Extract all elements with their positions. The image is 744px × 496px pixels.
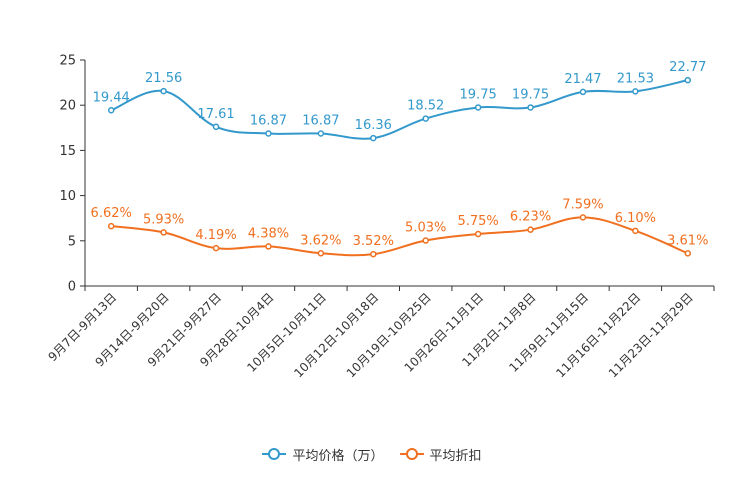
data-point-price[interactable]	[684, 76, 692, 84]
data-label-discount: 5.75%	[457, 214, 498, 229]
y-tick-label: 10	[59, 189, 76, 204]
data-label-discount: 3.61%	[667, 233, 708, 248]
data-label-discount: 7.59%	[562, 197, 603, 212]
data-point-discount[interactable]	[527, 226, 534, 233]
legend-line-icon-discount	[399, 448, 424, 460]
legend-line-icon-price	[262, 448, 287, 460]
data-point-discount[interactable]	[422, 237, 429, 244]
data-label-discount: 6.23%	[510, 210, 551, 225]
series-price: 19.44 21.56 17.61 16.87 16.87 16.36 18.52 19.75…	[93, 60, 706, 142]
data-point-price[interactable]	[317, 130, 325, 137]
data-point-price[interactable]	[527, 104, 534, 111]
series-discount: 6.62% 5.93% 4.19% 4.38% 3.62% 3.52% 5.03% 5.75%…	[91, 197, 708, 258]
data-label-discount: 6.62%	[91, 206, 132, 221]
data-label-discount: 6.10%	[615, 211, 656, 226]
data-label-price: 16.87	[250, 113, 287, 128]
series-layer: 19.44 21.56 17.61 16.87 16.87 16.36 18.52 19.75…	[91, 60, 708, 258]
y-tick-label: 25	[59, 54, 76, 69]
line-chart: 0 5 10 15 20 25 9月7日-9月13日9月14日-9月20日9月21日-9月…	[45, 54, 715, 380]
data-point-discount[interactable]	[107, 222, 115, 230]
data-point-discount[interactable]	[579, 214, 587, 221]
legend: 平均价格（万） 平均折扣	[0, 440, 744, 468]
series-line-discount	[111, 216, 689, 257]
data-label-discount: 5.93%	[143, 212, 184, 227]
data-label-discount: 4.38%	[248, 226, 289, 241]
y-tick-label: 20	[59, 99, 76, 114]
data-point-price[interactable]	[474, 104, 482, 111]
data-label-price: 18.52	[407, 99, 444, 114]
data-point-price[interactable]	[212, 123, 220, 131]
data-point-price[interactable]	[632, 88, 639, 95]
data-label-price: 16.36	[355, 118, 392, 133]
data-point-price[interactable]	[422, 115, 429, 122]
data-label-discount: 3.52%	[353, 234, 394, 249]
data-label-price: 16.87	[302, 113, 339, 128]
data-point-price[interactable]	[265, 130, 272, 137]
data-point-price[interactable]	[579, 88, 587, 96]
data-point-price[interactable]	[370, 134, 377, 142]
data-point-discount[interactable]	[212, 244, 220, 252]
y-axis: 0 5 10 15 20 25	[59, 54, 86, 295]
data-label-price: 22.77	[669, 60, 706, 75]
legend-item-discount[interactable]: 平均折扣	[399, 445, 482, 464]
data-label-price: 21.53	[617, 71, 654, 86]
data-label-price: 21.47	[564, 72, 601, 87]
data-point-discount[interactable]	[474, 230, 482, 238]
legend-item-price[interactable]: 平均价格（万）	[262, 445, 384, 464]
series-line-price	[110, 79, 689, 140]
data-point-price[interactable]	[107, 107, 115, 114]
data-label-price: 19.75	[512, 87, 549, 102]
data-point-discount[interactable]	[370, 250, 377, 258]
data-label-price: 21.56	[145, 71, 182, 86]
data-point-discount[interactable]	[265, 243, 272, 250]
y-tick-label: 0	[68, 280, 76, 295]
data-point-discount[interactable]	[632, 227, 639, 235]
data-label-price: 19.75	[460, 87, 497, 102]
y-tick-label: 15	[59, 144, 76, 159]
data-label-discount: 4.19%	[195, 228, 236, 243]
data-label-price: 19.44	[93, 90, 130, 105]
y-tick-label: 5	[68, 234, 76, 249]
data-label-discount: 3.62%	[300, 233, 341, 248]
legend-label-discount: 平均折扣	[429, 448, 482, 464]
data-label-discount: 5.03%	[405, 221, 446, 236]
data-label-price: 17.61	[197, 107, 234, 122]
data-point-discount[interactable]	[160, 229, 167, 236]
x-axis: 9月7日-9月13日9月14日-9月20日9月21日-9月27日9月28日-10…	[45, 285, 715, 380]
legend-label-price: 平均价格（万）	[292, 448, 384, 464]
data-point-discount[interactable]	[317, 250, 325, 257]
data-point-discount[interactable]	[684, 250, 692, 257]
data-point-price[interactable]	[160, 87, 167, 95]
